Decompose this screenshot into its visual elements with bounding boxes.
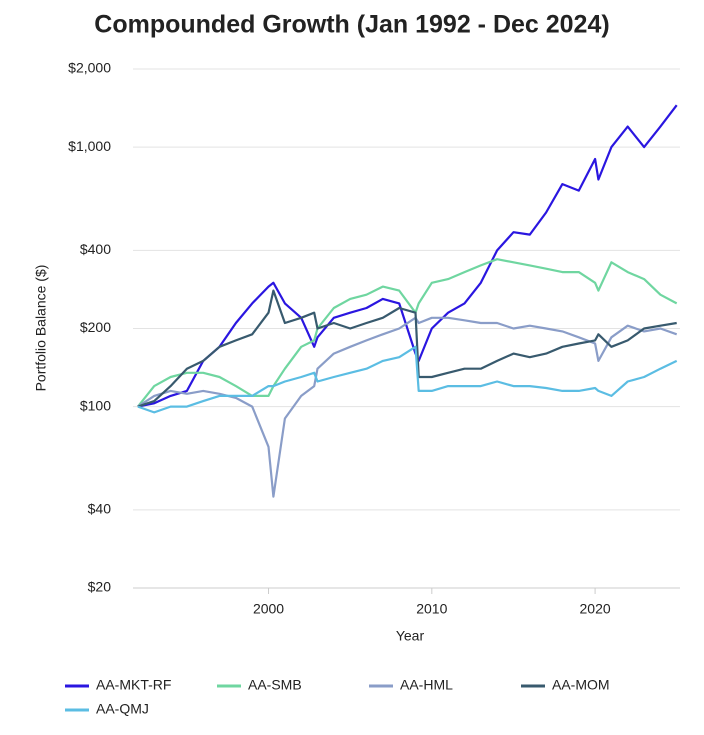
series-line bbox=[137, 289, 677, 408]
x-tick-label: 2000 bbox=[253, 601, 284, 617]
y-tick-label: $100 bbox=[80, 397, 111, 413]
series-line bbox=[137, 258, 678, 408]
y-tick-label: $200 bbox=[80, 319, 111, 335]
x-axis-label: Year bbox=[396, 628, 425, 644]
y-tick-label: $400 bbox=[80, 241, 111, 257]
series-line bbox=[137, 104, 678, 408]
y-tick-label: $40 bbox=[88, 501, 112, 517]
legend-label: AA-SMB bbox=[248, 677, 302, 693]
x-tick-label: 2010 bbox=[416, 601, 447, 617]
x-tick-label: 2020 bbox=[580, 601, 611, 617]
legend-label: AA-QMJ bbox=[96, 701, 149, 717]
series-line bbox=[137, 316, 678, 498]
y-tick-label: $2,000 bbox=[68, 60, 111, 76]
series-line bbox=[137, 345, 678, 414]
y-tick-label: $1,000 bbox=[68, 138, 111, 154]
legend-label: AA-MKT-RF bbox=[96, 677, 171, 693]
y-tick-label: $20 bbox=[88, 579, 112, 595]
y-axis-label: Portfolio Balance ($) bbox=[33, 265, 49, 392]
legend-label: AA-HML bbox=[400, 677, 453, 693]
chart-title: Compounded Growth (Jan 1992 - Dec 2024) bbox=[94, 11, 609, 39]
legend-label: AA-MOM bbox=[552, 677, 610, 693]
